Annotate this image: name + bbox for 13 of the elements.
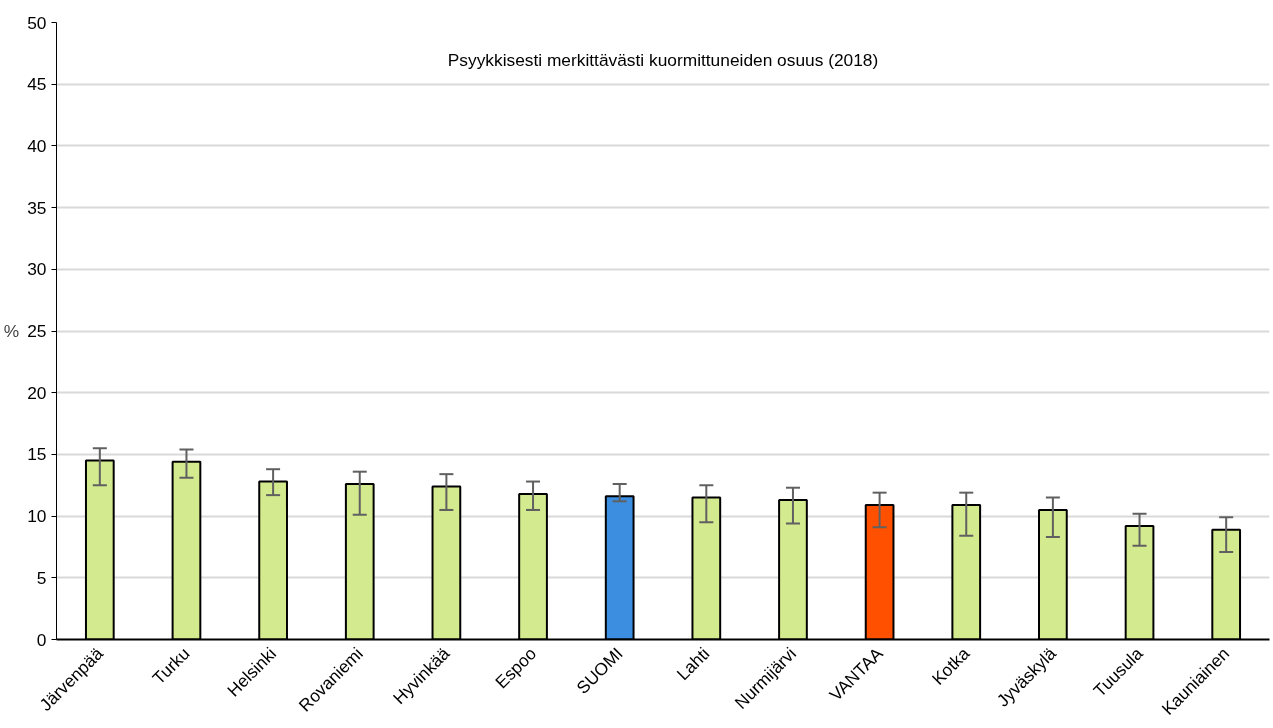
y-tick-label: 10 [27, 506, 47, 527]
y-tick-label: 5 [36, 567, 47, 588]
y-tick-label: 0 [36, 629, 47, 650]
y-tick-label: 50 [27, 12, 47, 33]
text: Psyykkisesti merkittävästi kuormittuneiden osuus (2018) [447, 49, 879, 70]
y-tick-label: 20 [27, 382, 47, 403]
y-tick-label: 45 [27, 74, 47, 95]
y-tick-label: 25 [27, 321, 47, 341]
y-tick-label: 15 [27, 444, 47, 465]
y-axis-title: % [3, 321, 20, 341]
y-tick-label: 30 [27, 259, 47, 280]
y-tick-label: 35 [27, 197, 47, 218]
y-tick-label: 40 [27, 135, 47, 156]
